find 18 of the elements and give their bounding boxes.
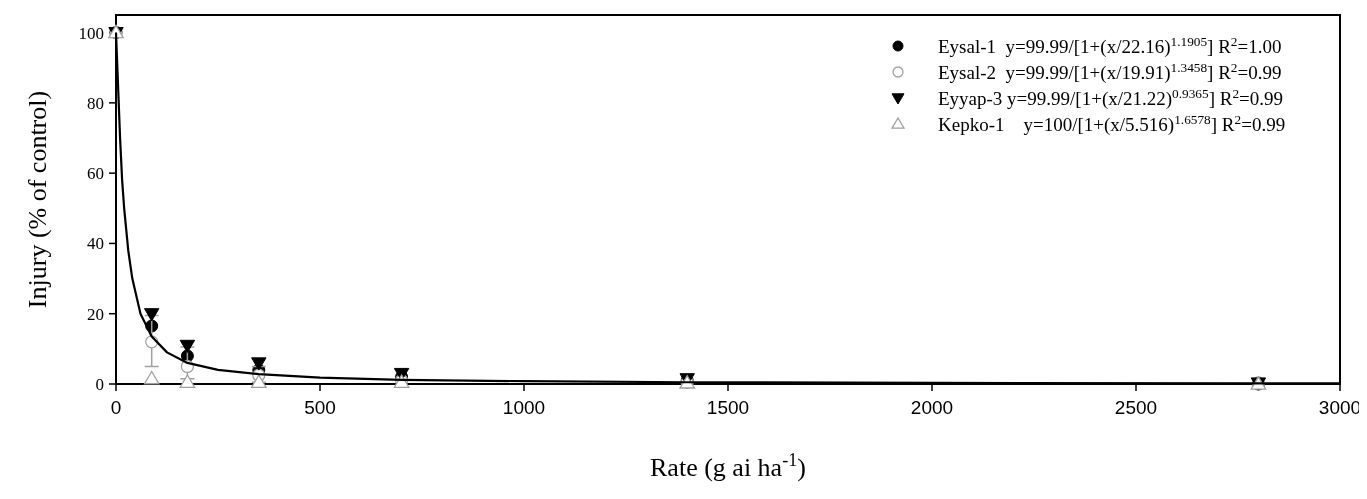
x-tick-label: 500: [304, 397, 336, 418]
y-tick-label: 80: [87, 93, 104, 113]
x-tick-label: 1000: [502, 397, 546, 418]
y-tick-label: 20: [87, 304, 104, 324]
x-axis-title: Rate (g ai ha$^{-1}$): [650, 450, 806, 482]
legend-label: Eysal-2 y=99.99/[1+(x/19.91)$^{1.3458}$] R$^{2}$=0.99: [938, 59, 1282, 84]
x-tick-label: 2500: [1114, 397, 1158, 418]
y-tick-label: 60: [87, 164, 104, 184]
x-tick-label: 2000: [910, 397, 954, 418]
y-axis-title: Injury (% of control): [23, 90, 52, 309]
legend-label: Eyyap-3 y=99.99/[1+(x/21.22)$^{0.9365}$] R$^{2}$=0.99: [938, 85, 1284, 110]
y-tick-label: 40: [87, 234, 104, 254]
x-tick-label: 0: [110, 397, 122, 418]
y-tick-label: 100: [78, 23, 104, 43]
x-tick-label: 1500: [706, 397, 750, 418]
legend-label: Kepko-1 y=100/[1+(x/5.516)$^{1.6578}$] R$^{2}$=0.99: [938, 111, 1286, 136]
legend-label: Eysal-1 y=99.99/[1+(x/22.16)$^{1.1905}$] R$^{2}$=1.00: [938, 33, 1282, 58]
y-tick-label: 0: [95, 374, 104, 394]
